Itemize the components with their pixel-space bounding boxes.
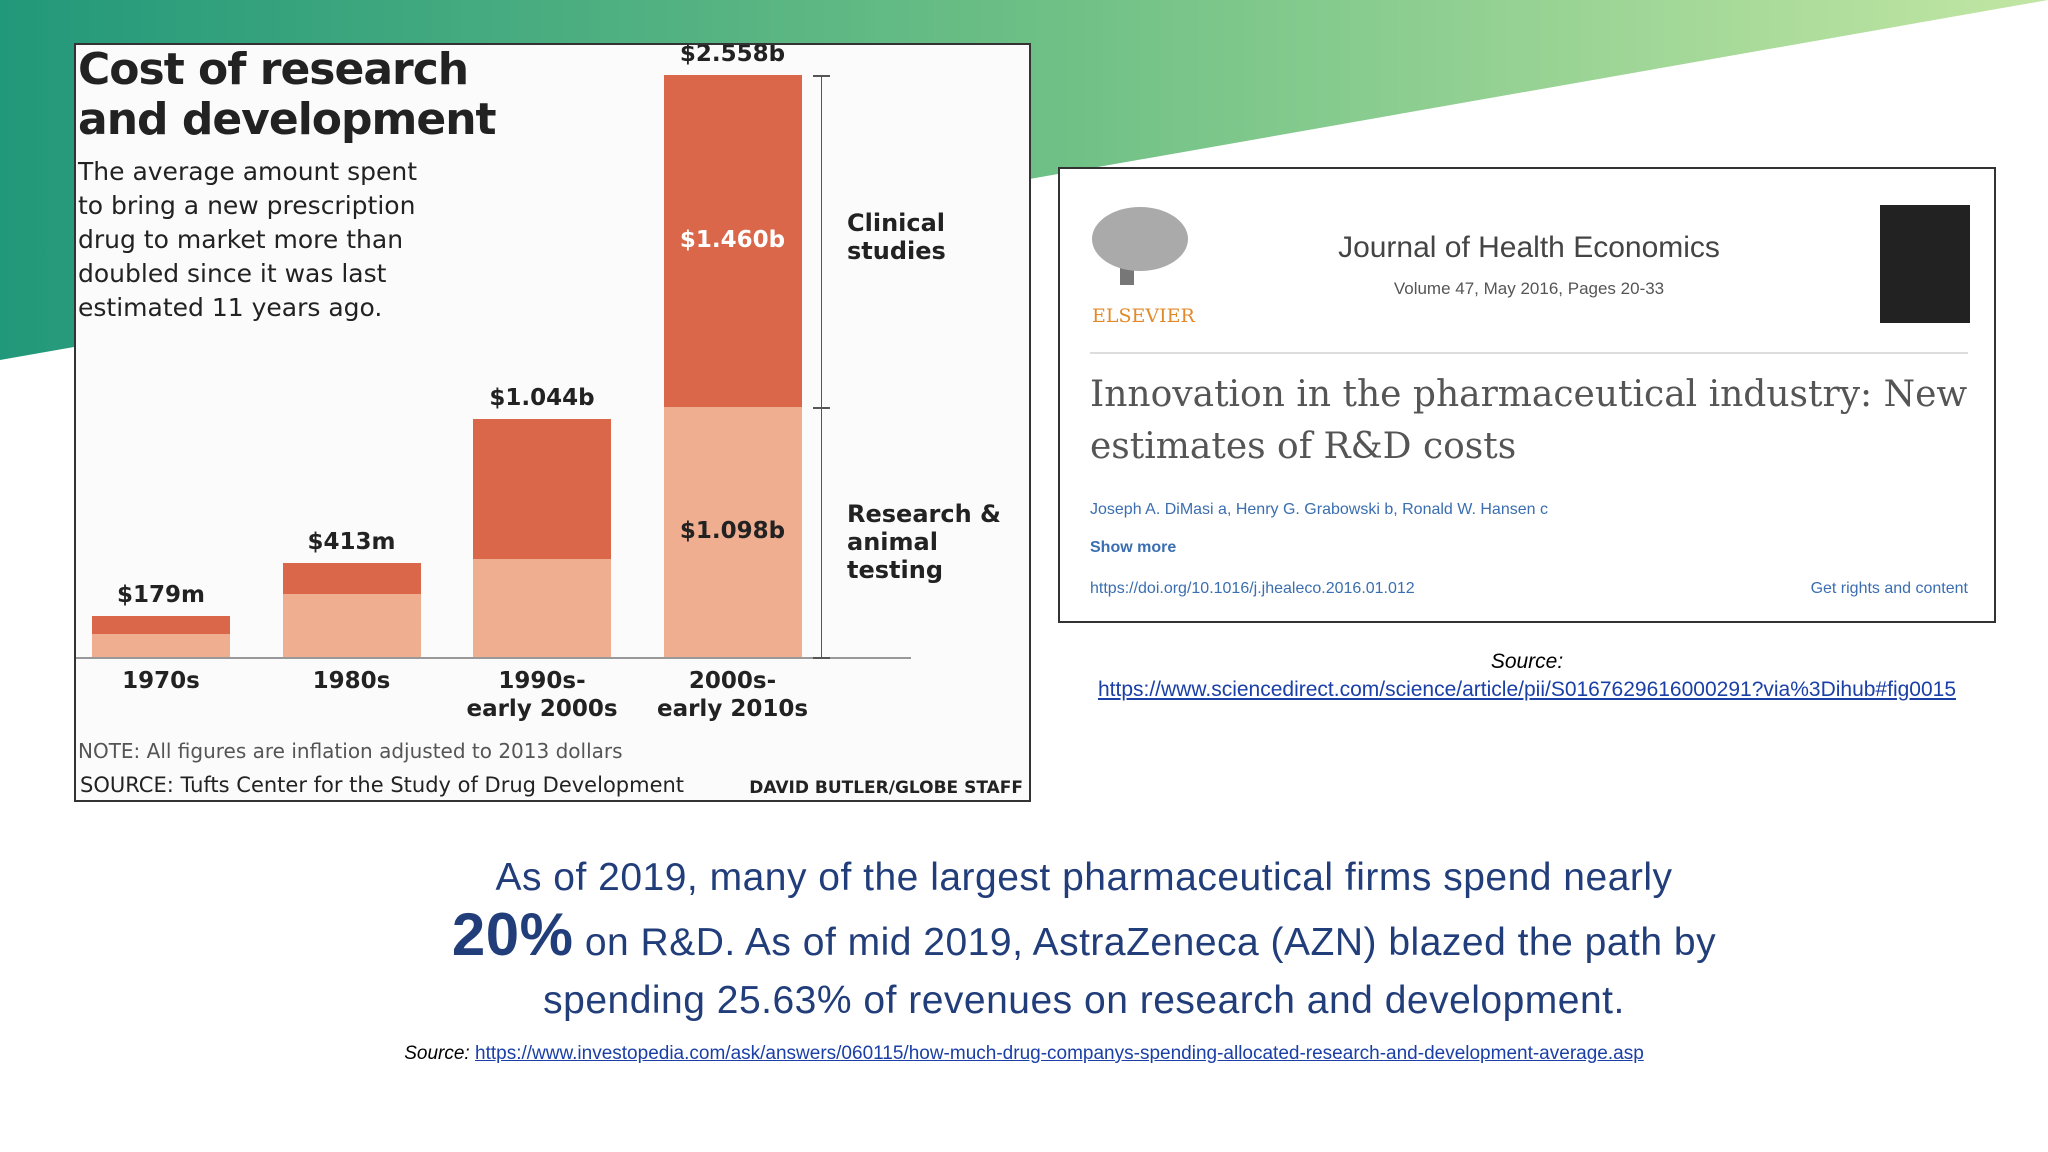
legend-label: Clinical studies [847,209,946,266]
chart-subtitle: The average amount spent to bring a new … [78,157,418,322]
body-text: As of 2019, many of the largest pharmace… [384,850,1784,1030]
total-label: $179m [117,582,205,609]
bracket-tick [813,75,830,77]
footer-source: Source: https://www.investopedia.com/ask… [0,1043,2048,1065]
chart-title: Cost of research and development [78,44,497,145]
publisher: ELSEVIER [1092,305,1195,327]
category-label: 1970s [122,668,200,694]
journal-volume: Volume 47, May 2016, Pages 20-33 [1393,279,1665,298]
baseline [76,657,911,659]
bar-segment [663,407,802,657]
body-line: As of 2019, many of the largest pharmace… [495,856,1673,899]
journal-name: Journal of Health Economics [1338,231,1720,264]
show-more[interactable]: Show more [1090,539,1177,556]
divider [1090,352,1968,354]
chart-source: SOURCE: Tufts Center for the Study of Dr… [80,773,685,797]
bar-segment [473,419,611,560]
bracket [821,75,822,657]
bracket-tick [813,657,830,659]
bar-segment [473,559,611,657]
doi[interactable]: https://doi.org/10.1016/j.jhealeco.2016.… [1090,580,1415,597]
category-label: 2000s- early 2010s [656,668,809,722]
chart-credit: DAVID BUTLER/GLOBE STAFF [749,778,1023,798]
category-label: 1990s- early 2000s [466,668,618,722]
journal-cover [1880,205,1970,323]
bar-segment [92,616,230,634]
publisher-logo [1092,207,1188,285]
source-link[interactable]: https://www.investopedia.com/ask/answers… [475,1043,1644,1064]
highlight: 20% [451,901,574,968]
chart-note: NOTE: All figures are inflation adjusted… [78,739,623,763]
source-label: Source: [404,1043,470,1064]
journal-source: Source: https://www.sciencedirect.com/sc… [1058,648,1996,704]
value-label: $1.098b [679,518,786,545]
value-label: $1.460b [679,227,786,254]
article-title: Innovation in the pharmaceutical industr… [1090,374,1968,467]
chart-image: Cost of research and development The ave… [74,43,1031,802]
bar-segment [282,563,421,595]
category-label: 1980s [312,668,391,694]
total-label: $413m [307,529,396,556]
bar-segment [282,594,421,657]
source-label: Source: [1490,650,1564,673]
rights[interactable]: Get rights and content [1810,580,1968,597]
bracket-tick [813,407,830,410]
total-label: $2.558b [679,43,786,67]
bar-segment [663,75,802,408]
authors: Joseph A. DiMasi a, Henry G. Grabowski b… [1090,501,1548,518]
bar-segment [92,633,230,657]
body-rest: on R&D. As of mid 2019, AstraZeneca (AZN… [543,921,1717,1022]
source-link[interactable]: https://www.sciencedirect.com/science/ar… [1097,678,1957,701]
legend-label: Research & animal testing [847,500,1001,585]
total-label: $1.044b [489,385,595,412]
journal-card: ELSEVIER Journal of Health Economics Vol… [1058,167,1996,623]
